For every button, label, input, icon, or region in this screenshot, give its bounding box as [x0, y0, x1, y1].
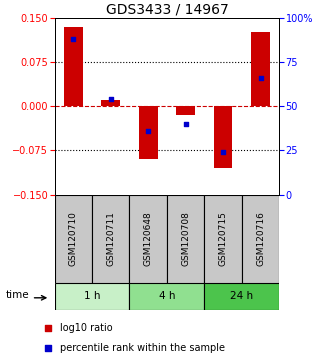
- Text: GSM120648: GSM120648: [144, 212, 153, 266]
- Text: 24 h: 24 h: [230, 291, 253, 302]
- Text: GSM120716: GSM120716: [256, 211, 265, 267]
- Text: 1 h: 1 h: [84, 291, 100, 302]
- Text: time: time: [5, 290, 29, 300]
- Point: [183, 121, 188, 127]
- Bar: [55, 195, 92, 283]
- Bar: [55, 283, 129, 310]
- Bar: [176, 106, 195, 115]
- Point: [244, 34, 249, 40]
- Bar: [101, 100, 120, 106]
- Point: [146, 128, 151, 134]
- Text: log10 ratio: log10 ratio: [60, 323, 113, 333]
- Text: percentile rank within the sample: percentile rank within the sample: [60, 343, 225, 353]
- Text: 4 h: 4 h: [159, 291, 175, 302]
- Point: [71, 36, 76, 42]
- Bar: [214, 106, 232, 168]
- Text: GSM120710: GSM120710: [69, 211, 78, 267]
- Point: [108, 96, 113, 102]
- Bar: [129, 195, 167, 283]
- Bar: [92, 195, 129, 283]
- Bar: [129, 283, 204, 310]
- Point: [221, 149, 226, 155]
- Bar: [251, 33, 270, 106]
- Text: GSM120708: GSM120708: [181, 211, 190, 267]
- Bar: [64, 27, 83, 106]
- Title: GDS3433 / 14967: GDS3433 / 14967: [106, 2, 228, 17]
- Bar: [139, 106, 158, 159]
- Bar: [242, 195, 279, 283]
- Bar: [204, 283, 279, 310]
- Bar: [204, 195, 242, 283]
- Point: [258, 75, 263, 81]
- Text: GSM120711: GSM120711: [106, 211, 115, 267]
- Text: GSM120715: GSM120715: [219, 211, 228, 267]
- Point: [244, 218, 249, 224]
- Bar: [167, 195, 204, 283]
